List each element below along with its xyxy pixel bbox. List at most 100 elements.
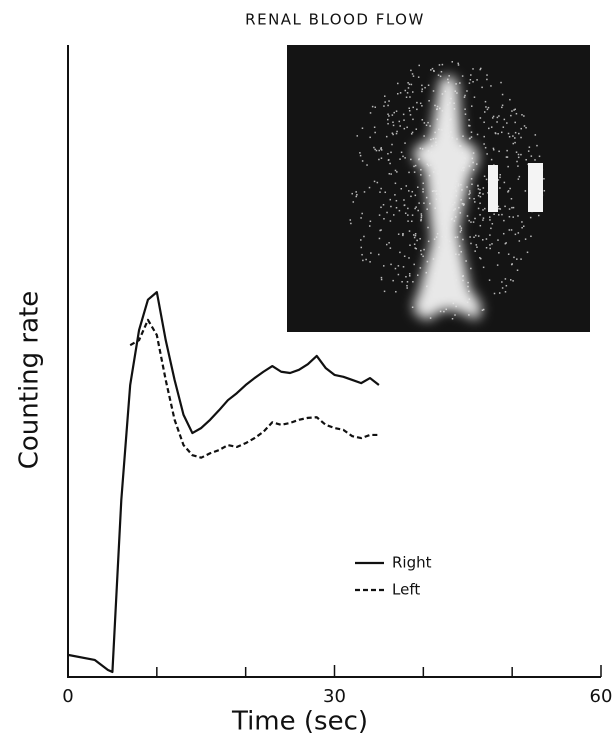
speck bbox=[420, 249, 422, 252]
speck bbox=[408, 230, 411, 232]
speck bbox=[518, 175, 521, 178]
speck bbox=[421, 90, 423, 93]
speck bbox=[466, 215, 469, 217]
speck bbox=[536, 144, 538, 147]
speck bbox=[486, 74, 488, 76]
speck bbox=[423, 202, 425, 204]
speck bbox=[410, 195, 412, 198]
speck bbox=[382, 203, 385, 206]
speck bbox=[420, 218, 422, 221]
speck bbox=[395, 132, 398, 135]
speck bbox=[420, 219, 422, 222]
speck bbox=[427, 121, 429, 124]
speck bbox=[451, 318, 454, 320]
speck bbox=[395, 290, 397, 293]
speck bbox=[508, 135, 511, 138]
speck bbox=[412, 106, 414, 109]
speck bbox=[472, 68, 474, 70]
speck bbox=[356, 135, 359, 137]
speck bbox=[404, 89, 407, 92]
speck bbox=[479, 214, 481, 216]
speck bbox=[352, 201, 355, 203]
speck bbox=[408, 171, 410, 174]
speck bbox=[526, 251, 529, 254]
speck bbox=[462, 238, 464, 241]
speck bbox=[448, 75, 450, 77]
speck bbox=[464, 94, 466, 97]
speck bbox=[373, 146, 375, 149]
speck bbox=[517, 165, 519, 167]
speck bbox=[498, 150, 500, 153]
speck bbox=[499, 208, 502, 210]
speck bbox=[477, 207, 480, 210]
speck bbox=[392, 133, 394, 136]
speck bbox=[511, 206, 513, 209]
speck bbox=[469, 236, 471, 238]
speck bbox=[394, 267, 397, 270]
speck bbox=[388, 173, 391, 175]
speck bbox=[482, 187, 485, 189]
speck bbox=[504, 205, 506, 208]
speck bbox=[389, 220, 392, 222]
speck bbox=[514, 131, 517, 134]
speck bbox=[491, 243, 493, 245]
speck bbox=[361, 253, 363, 256]
speck bbox=[406, 126, 408, 129]
speck bbox=[483, 111, 486, 113]
speck bbox=[407, 220, 409, 222]
speck bbox=[469, 192, 471, 194]
speck bbox=[425, 196, 428, 199]
speck bbox=[385, 135, 388, 138]
speck bbox=[507, 165, 509, 168]
speck bbox=[468, 82, 471, 84]
speck bbox=[368, 186, 371, 189]
speck bbox=[507, 190, 510, 192]
speck bbox=[384, 101, 386, 103]
speck bbox=[417, 76, 420, 78]
speck bbox=[427, 240, 430, 243]
speck bbox=[432, 90, 435, 92]
speck bbox=[383, 105, 385, 107]
speck bbox=[499, 173, 501, 176]
speck bbox=[511, 110, 513, 112]
speck bbox=[479, 202, 481, 205]
speck bbox=[411, 220, 413, 223]
speck bbox=[483, 143, 485, 145]
speck bbox=[460, 229, 463, 231]
series-line bbox=[129, 318, 379, 459]
speck bbox=[378, 214, 381, 216]
speck bbox=[524, 190, 527, 192]
speck bbox=[517, 232, 520, 234]
speck bbox=[440, 70, 443, 73]
speck bbox=[520, 136, 522, 139]
speck bbox=[501, 93, 504, 96]
speck bbox=[421, 84, 423, 87]
speck bbox=[371, 105, 374, 108]
speck bbox=[415, 206, 417, 208]
speck bbox=[406, 284, 408, 287]
speck bbox=[509, 279, 512, 281]
legend: Right Left bbox=[355, 554, 432, 599]
speck bbox=[488, 127, 490, 130]
speck bbox=[522, 225, 525, 227]
speck bbox=[512, 142, 515, 145]
speck bbox=[479, 117, 482, 119]
speck bbox=[399, 125, 401, 127]
speck bbox=[489, 219, 491, 221]
speck bbox=[400, 151, 403, 154]
speck bbox=[469, 79, 472, 81]
speck bbox=[401, 281, 403, 283]
speck bbox=[507, 132, 510, 135]
speck bbox=[408, 107, 410, 109]
speck bbox=[424, 86, 426, 89]
speck bbox=[508, 208, 511, 210]
speck bbox=[508, 229, 511, 231]
speck bbox=[355, 191, 357, 193]
speck bbox=[420, 253, 423, 256]
speck bbox=[505, 284, 508, 287]
speck bbox=[482, 266, 485, 269]
speck bbox=[500, 131, 503, 134]
speck bbox=[530, 235, 532, 238]
speck bbox=[423, 135, 425, 137]
